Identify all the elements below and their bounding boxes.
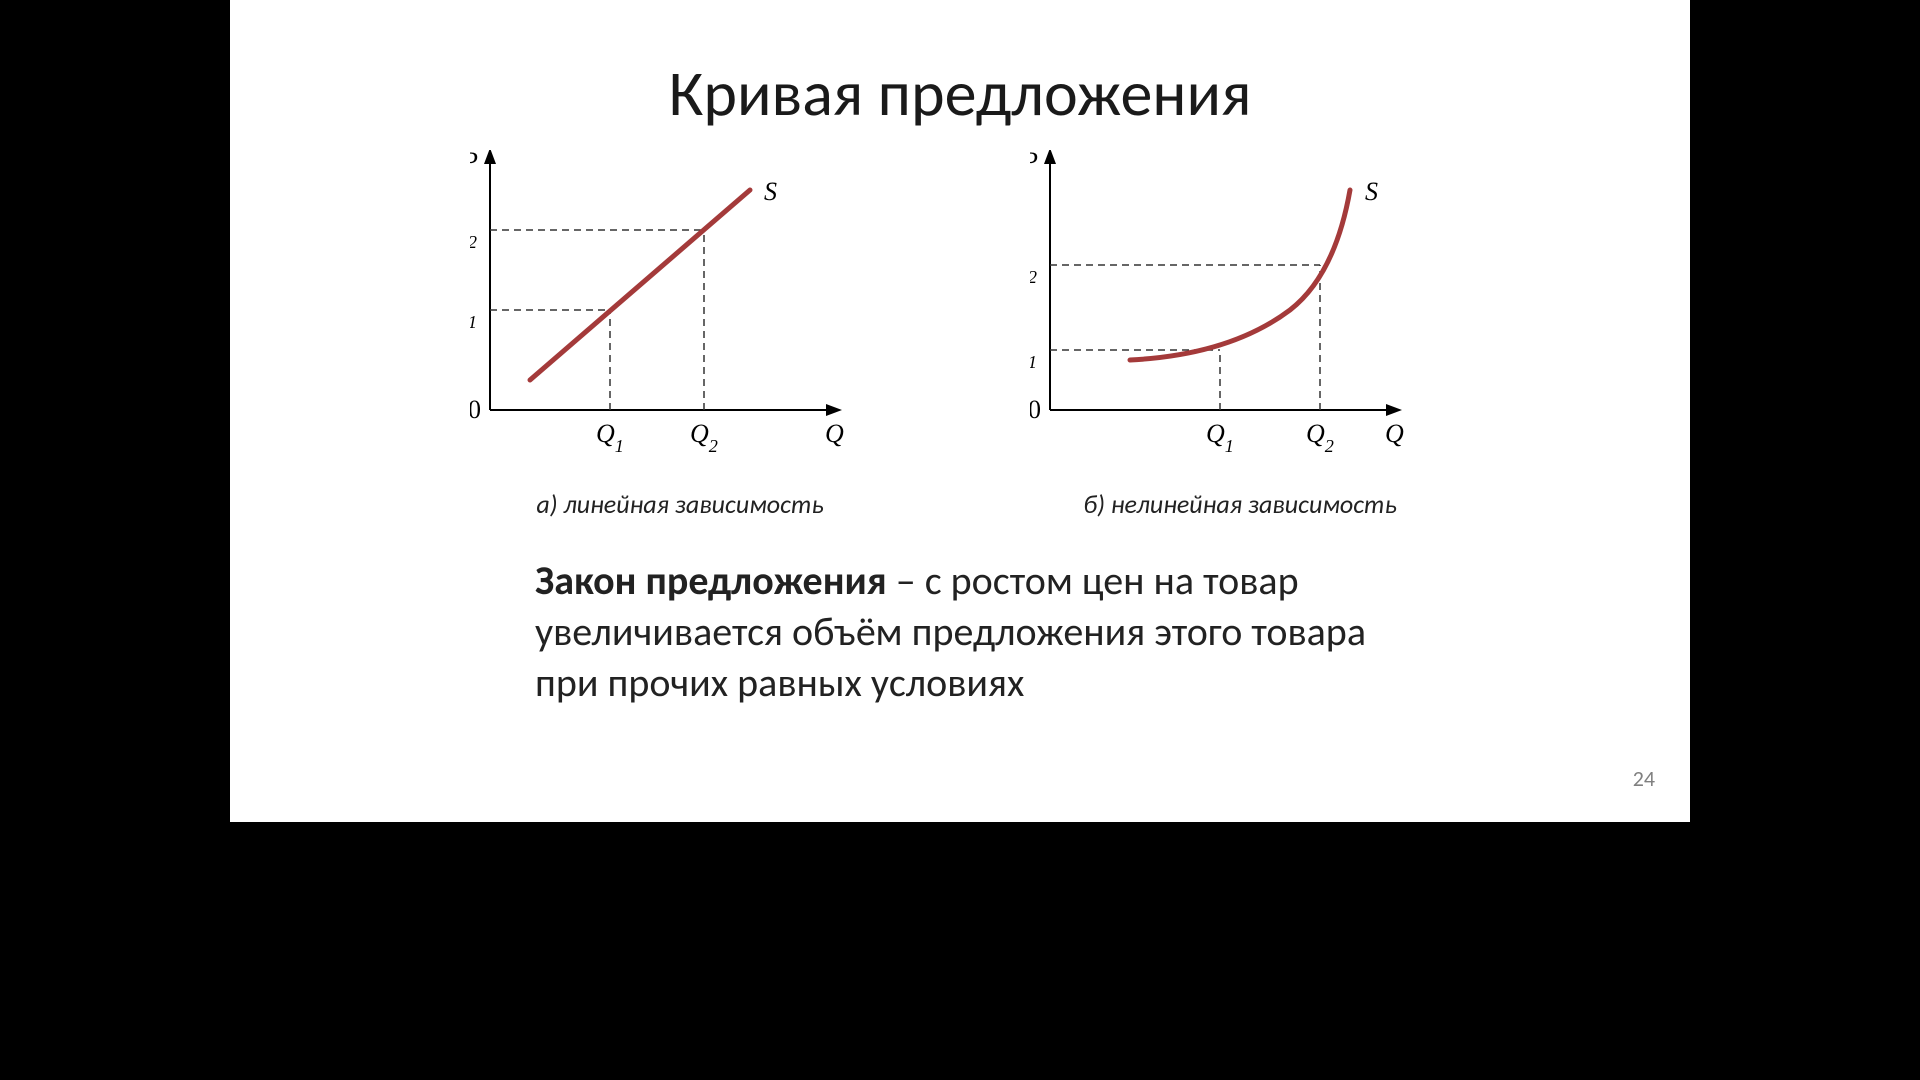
svg-text:S: S <box>764 177 777 206</box>
svg-text:S: S <box>1365 177 1378 206</box>
svg-text:Q: Q <box>825 419 844 448</box>
slide-title: Кривая предложения <box>230 55 1690 133</box>
chart-b-caption: б) нелинейная зависимость <box>1030 488 1450 520</box>
chart-b-svg: P Q 0 S P1 P2 Q1 Q2 <box>1030 150 1450 480</box>
svg-text:P: P <box>470 150 478 176</box>
svg-text:Q1: Q1 <box>596 419 624 456</box>
svg-text:P1: P1 <box>1030 335 1037 372</box>
slide: Кривая предложения P Q 0 S P1 P2 Q1 Q2 а) линей… <box>230 0 1690 822</box>
svg-text:P: P <box>1030 150 1038 176</box>
chart-b: P Q 0 S P1 P2 Q1 Q2 б) нелинейная зависимость <box>1030 150 1450 520</box>
svg-text:Q: Q <box>1385 419 1404 448</box>
law-definition: Закон предложения – с ростом цен на това… <box>535 555 1435 709</box>
law-term: Закон предложения <box>535 556 887 605</box>
svg-text:Q2: Q2 <box>1306 419 1334 456</box>
chart-a: P Q 0 S P1 P2 Q1 Q2 а) линейная зависимость <box>470 150 890 520</box>
svg-text:0: 0 <box>470 395 481 424</box>
svg-text:Q2: Q2 <box>690 419 718 456</box>
chart-a-caption: а) линейная зависимость <box>470 488 890 520</box>
svg-text:0: 0 <box>1030 395 1041 424</box>
svg-text:P2: P2 <box>470 215 477 252</box>
svg-text:P1: P1 <box>470 295 477 332</box>
chart-a-svg: P Q 0 S P1 P2 Q1 Q2 <box>470 150 890 480</box>
svg-text:P2: P2 <box>1030 250 1037 287</box>
charts-row: P Q 0 S P1 P2 Q1 Q2 а) линейная зависимость P Q 0… <box>230 150 1690 520</box>
svg-text:Q1: Q1 <box>1206 419 1234 456</box>
page-number: 24 <box>1633 765 1655 792</box>
